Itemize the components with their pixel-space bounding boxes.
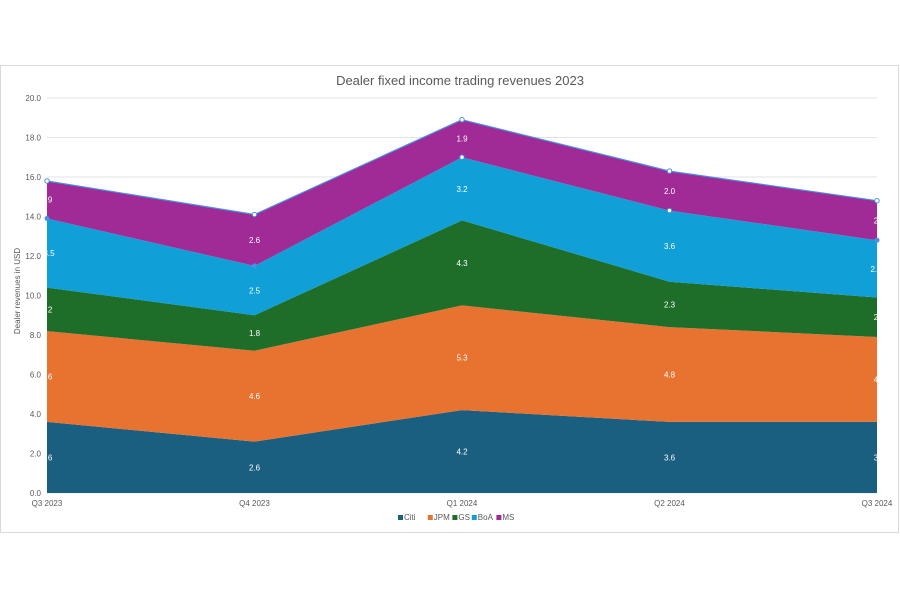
selection-handle[interactable] [666, 207, 673, 214]
selection-outline [44, 117, 880, 269]
selection-handle[interactable] [252, 263, 257, 269]
data-label: 3.6 [664, 242, 676, 251]
data-label: 4.6 [249, 392, 261, 401]
data-labels: .62.64.23.6 3.64.65.34.84.21.84.32.323.52… [43, 134, 882, 472]
y-tick-label: 4.0 [30, 410, 42, 419]
data-label: 2 [874, 313, 879, 322]
data-label: 3.2 [456, 185, 468, 194]
selection-handle[interactable] [459, 117, 465, 123]
data-label: .9 [46, 196, 53, 205]
x-axis-ticks: Q3 2023 Q4 2023 Q1 2024 Q2 2024 Q3 2024 [32, 499, 893, 508]
stacked-areas [47, 119, 877, 493]
data-label: 2 [874, 216, 879, 225]
chart-frame: .6 2.6 4.2 3.6 3.6 4.6 5.3 4.8 4.2 1.8 4.3 2.3 2 3.5 2… [0, 65, 899, 533]
data-label: 2.6 [249, 463, 261, 472]
legend-label-jpm: JPM [434, 513, 450, 522]
area-series-gs [47, 220, 877, 351]
y-tick-label: 14.0 [25, 213, 41, 222]
x-tick-label: Q3 2024 [862, 499, 893, 508]
data-label: 4.2 [456, 448, 468, 457]
data-label: 1.8 [249, 329, 261, 338]
x-tick-label: Q1 2024 [447, 499, 478, 508]
data-label: 2.6 [249, 236, 261, 245]
area-chart: .62.64.23.6 3.64.65.34.84.21.84.32.323.52… [13, 73, 893, 522]
data-label: .6 [46, 372, 53, 381]
data-label: 4 [874, 375, 879, 384]
data-label: .6 [46, 453, 53, 462]
data-label: 4.3 [456, 259, 468, 268]
selection-handle[interactable] [874, 198, 880, 204]
chart-title: Dealer fixed income trading revenues 202… [336, 73, 584, 88]
data-label: 3 [874, 453, 879, 462]
y-tick-label: 16.0 [25, 173, 41, 182]
area-series-jpm [47, 305, 877, 442]
selection-handle[interactable] [44, 215, 50, 221]
legend-label-boa: BoA [478, 513, 494, 522]
x-tick-label: Q4 2023 [239, 499, 270, 508]
data-label: 3.6 [664, 453, 676, 462]
selection-handle[interactable] [44, 178, 50, 184]
x-tick-label: Q3 2023 [32, 499, 63, 508]
data-label: 4.8 [664, 371, 676, 380]
y-tick-label: 2.0 [30, 450, 42, 459]
y-tick-label: 0.0 [30, 489, 42, 498]
data-label: 2.9 [870, 265, 882, 274]
legend: Citi JPM GS BoA MS [398, 513, 514, 522]
y-tick-label: 20.0 [25, 94, 41, 103]
y-tick-label: 8.0 [30, 331, 42, 340]
area-series-citi [47, 410, 877, 493]
legend-label-citi: Citi [404, 513, 416, 522]
data-label: 2.0 [664, 187, 676, 196]
selection-handle[interactable] [459, 154, 465, 160]
y-tick-label: 10.0 [25, 292, 41, 301]
data-label: 3.5 [43, 249, 55, 258]
data-label: 1.9 [456, 134, 468, 143]
y-tick-label: 12.0 [25, 252, 41, 261]
data-label: .2 [46, 305, 53, 314]
y-tick-label: 6.0 [30, 371, 42, 380]
y-axis-label: Dealer revenues in USD [13, 248, 22, 334]
legend-swatch-citi [398, 515, 403, 520]
data-label: 2.5 [249, 287, 261, 296]
legend-label-gs: GS [458, 513, 470, 522]
selection-handle[interactable] [251, 211, 258, 218]
area-series-ms [47, 119, 877, 266]
legend-swatch-boa [471, 515, 477, 520]
x-tick-label: Q2 2024 [654, 499, 685, 508]
y-tick-label: 18.0 [25, 134, 41, 143]
legend-swatch-jpm [427, 515, 433, 520]
area-series-boa [47, 157, 877, 316]
y-axis-ticks: 0.0 2.0 4.0 6.0 8.0 10.0 12.0 14.0 16.0 18.0 20.0 [25, 94, 41, 498]
legend-label-ms: MS [502, 513, 514, 522]
legend-swatch-ms [496, 515, 502, 520]
selection-handle[interactable] [666, 168, 673, 174]
selection-handle[interactable] [874, 237, 880, 243]
legend-swatch-gs [452, 515, 458, 520]
data-label: 5.3 [456, 354, 468, 363]
data-label: 2.3 [664, 300, 676, 309]
